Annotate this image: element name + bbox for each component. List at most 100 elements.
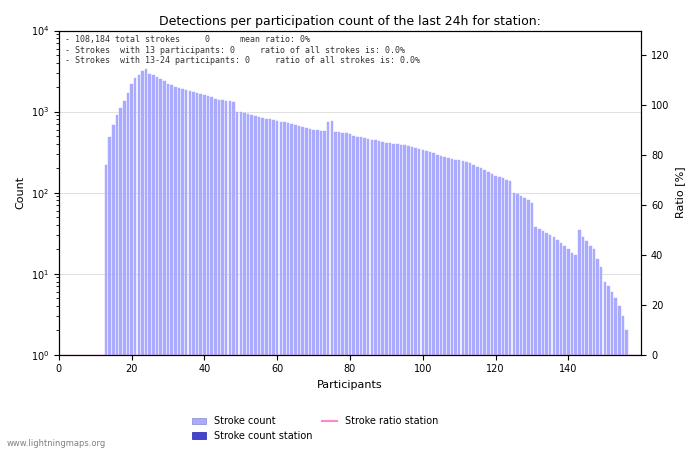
Bar <box>232 102 234 450</box>
Bar <box>433 153 435 450</box>
Bar <box>134 78 136 450</box>
Bar <box>302 127 304 450</box>
Bar <box>269 119 271 450</box>
Bar <box>411 147 413 450</box>
Bar <box>167 84 169 450</box>
Bar <box>323 131 326 450</box>
Bar <box>178 88 180 450</box>
Bar <box>196 93 198 450</box>
Bar <box>330 121 333 450</box>
Bar <box>443 157 446 450</box>
Bar <box>538 229 540 450</box>
Bar <box>611 292 613 450</box>
Bar <box>509 181 512 450</box>
Legend: Stroke count, Stroke count station, Stroke ratio station: Stroke count, Stroke count station, Stro… <box>188 413 442 445</box>
Bar <box>334 132 337 450</box>
Bar <box>596 259 598 450</box>
Bar <box>436 154 439 450</box>
Bar <box>243 113 246 450</box>
Bar <box>487 172 489 450</box>
Bar <box>214 99 216 450</box>
Bar <box>312 130 315 450</box>
Bar <box>211 97 213 450</box>
Bar <box>498 177 500 450</box>
Bar <box>276 121 279 450</box>
Bar <box>152 75 155 450</box>
Bar <box>225 101 228 450</box>
Bar <box>338 132 340 450</box>
Bar <box>130 84 133 450</box>
Bar <box>542 230 544 450</box>
Bar <box>491 174 494 450</box>
Bar <box>593 249 595 450</box>
Bar <box>396 144 398 450</box>
Bar <box>615 298 617 450</box>
Bar <box>199 94 202 450</box>
Bar <box>454 160 457 450</box>
Bar <box>298 126 300 450</box>
Bar <box>356 137 358 450</box>
Bar <box>265 119 267 450</box>
Bar <box>327 122 330 450</box>
Bar <box>400 145 402 450</box>
Bar <box>618 306 621 450</box>
Bar <box>603 282 606 450</box>
Bar <box>440 156 442 450</box>
Bar <box>258 117 260 450</box>
Bar <box>527 201 530 450</box>
Bar <box>160 79 162 450</box>
X-axis label: Participants: Participants <box>317 380 383 390</box>
Bar <box>112 125 115 450</box>
Bar <box>469 163 471 450</box>
Bar <box>636 355 639 450</box>
Bar <box>570 253 573 450</box>
Text: - 108,184 total strokes     0      mean ratio: 0%
- Strokes  with 13 participant: - 108,184 total strokes 0 mean ratio: 0%… <box>64 36 419 65</box>
Bar <box>461 161 464 450</box>
Bar <box>261 118 264 450</box>
Bar <box>116 115 118 450</box>
Bar <box>589 246 591 450</box>
Bar <box>560 243 562 450</box>
Bar <box>363 138 366 450</box>
Bar <box>578 230 580 450</box>
Text: www.lightningmaps.org: www.lightningmaps.org <box>7 439 106 448</box>
Bar <box>524 198 526 450</box>
Bar <box>188 91 191 450</box>
Bar <box>120 108 122 450</box>
Bar <box>378 141 380 450</box>
Bar <box>123 101 125 450</box>
Bar <box>316 130 318 450</box>
Bar <box>145 68 148 450</box>
Bar <box>279 122 282 450</box>
Bar <box>138 75 140 450</box>
Bar <box>382 142 384 450</box>
Bar <box>458 160 461 450</box>
Bar <box>148 73 151 450</box>
Bar <box>294 125 297 450</box>
Bar <box>247 114 249 450</box>
Bar <box>229 101 231 450</box>
Bar <box>127 93 130 450</box>
Bar <box>516 194 519 450</box>
Bar <box>254 116 257 450</box>
Bar <box>512 193 515 450</box>
Bar <box>193 92 195 450</box>
Bar <box>403 145 406 450</box>
Bar <box>374 140 377 450</box>
Bar <box>221 100 224 450</box>
Bar <box>309 129 312 450</box>
Bar <box>367 139 370 450</box>
Bar <box>466 162 468 450</box>
Bar <box>607 286 610 450</box>
Bar <box>418 148 421 450</box>
Bar <box>206 96 209 450</box>
Bar <box>633 355 635 450</box>
Bar <box>600 267 603 450</box>
Bar <box>625 330 628 450</box>
Bar <box>385 143 388 450</box>
Bar <box>349 134 351 450</box>
Bar <box>185 90 188 450</box>
Bar <box>251 115 253 450</box>
Bar <box>429 152 431 450</box>
Bar <box>414 148 416 450</box>
